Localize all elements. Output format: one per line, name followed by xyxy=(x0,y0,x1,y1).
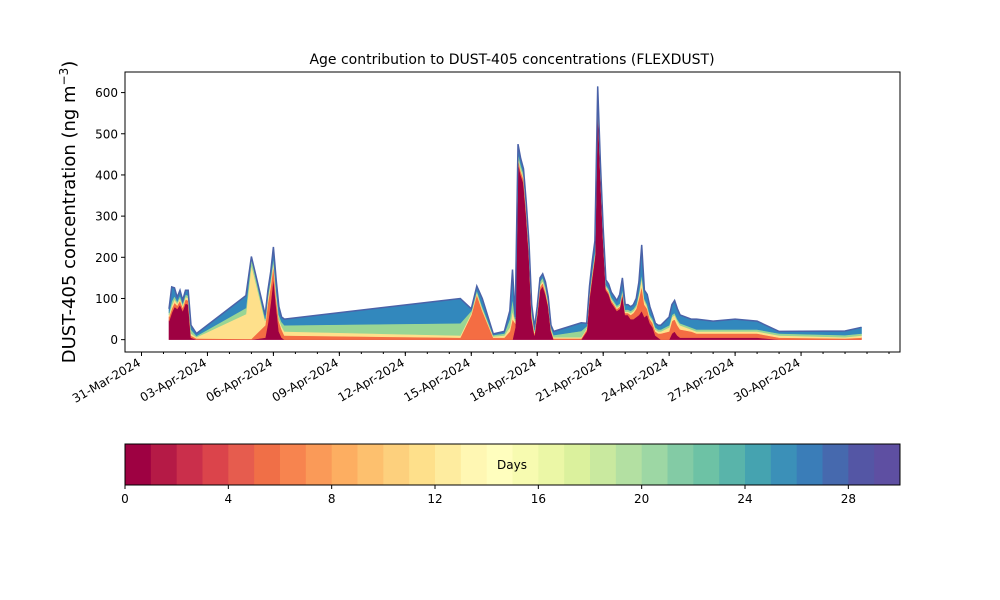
x-tick-label: 30-Apr-2024 xyxy=(731,355,802,404)
colorbar-label: Days xyxy=(497,458,527,472)
colorbar-bin xyxy=(125,444,152,485)
colorbar-tick-label: 16 xyxy=(531,492,546,506)
colorbar-bin xyxy=(176,444,203,485)
colorbar-tick-label: 12 xyxy=(427,492,442,506)
colorbar-bin xyxy=(667,444,694,485)
x-tick-label: 18-Apr-2024 xyxy=(467,355,538,404)
colorbar-bin xyxy=(848,444,875,485)
colorbar-bin xyxy=(409,444,436,485)
y-tick-label: 500 xyxy=(95,127,118,141)
colorbar-bin xyxy=(512,444,539,485)
colorbar-bin xyxy=(796,444,823,485)
y-axis: 0 100 200 300 400 500 600 xyxy=(95,86,125,347)
colorbar-tick-label: 4 xyxy=(225,492,233,506)
colorbar-bin xyxy=(460,444,488,485)
colorbar-bin xyxy=(254,444,281,485)
x-tick-label: 24-Apr-2024 xyxy=(599,355,670,404)
chart-title: Age contribution to DUST-405 concentrati… xyxy=(309,52,714,68)
colorbar-bin xyxy=(150,444,178,485)
plot-frame xyxy=(124,71,901,353)
colorbar-bin xyxy=(770,444,798,485)
y-tick-label: 300 xyxy=(95,210,118,224)
colorbar-bin xyxy=(641,444,668,485)
colorbar-bin xyxy=(693,444,720,485)
colorbar-bin xyxy=(486,444,513,485)
y-tick-label: 600 xyxy=(95,86,118,100)
x-tick-label: 21-Apr-2024 xyxy=(533,355,604,404)
colorbar-bin xyxy=(331,444,358,485)
colorbar-tick-label: 0 xyxy=(121,492,129,506)
colorbar-tick-label: 8 xyxy=(328,492,336,506)
colorbar-bin xyxy=(615,444,643,485)
colorbar-bin xyxy=(745,444,772,485)
series-layer xyxy=(168,86,862,340)
colorbar-bin xyxy=(305,444,333,485)
colorbar-bin xyxy=(202,444,229,485)
x-tick-label: 27-Apr-2024 xyxy=(665,355,736,404)
y-axis-label: DUST-405 concentration (ng m−3) xyxy=(57,61,80,364)
colorbar-bin xyxy=(538,444,565,485)
colorbar-bin xyxy=(719,444,746,485)
y-tick-label: 400 xyxy=(95,168,118,182)
total-outline xyxy=(168,86,862,335)
y-axis-label-text: DUST-405 concentration (ng m xyxy=(59,85,80,363)
colorbar-bin xyxy=(435,444,462,485)
y-axis-label-superscript: −3 xyxy=(57,68,71,86)
colorbar: 0 4 8 12 16 20 24 28 xyxy=(121,443,901,506)
colorbar-bin xyxy=(228,444,255,485)
x-axis: 31-Mar-202403-Apr-202406-Apr-202409-Apr-… xyxy=(70,352,890,406)
colorbar-bin xyxy=(590,444,617,485)
colorbar-bin xyxy=(357,444,384,485)
x-tick-label: 09-Apr-2024 xyxy=(270,355,341,404)
colorbar-bin xyxy=(383,444,410,485)
y-tick-label: 0 xyxy=(110,333,118,347)
y-axis-label-close: ) xyxy=(59,61,80,68)
x-tick-label: 15-Apr-2024 xyxy=(402,355,473,404)
x-tick-label: 12-Apr-2024 xyxy=(336,355,407,404)
x-tick-label: 06-Apr-2024 xyxy=(204,355,275,404)
colorbar-bin xyxy=(874,444,901,485)
colorbar-bin xyxy=(564,444,591,485)
colorbar-frame xyxy=(124,443,901,486)
x-tick-label: 31-Mar-2024 xyxy=(70,355,143,405)
colorbar-tick-label: 20 xyxy=(634,492,649,506)
y-tick-label: 100 xyxy=(95,292,118,306)
colorbar-bin xyxy=(280,444,307,485)
y-tick-label: 200 xyxy=(95,251,118,265)
colorbar-bin xyxy=(822,444,849,485)
x-tick-label: 03-Apr-2024 xyxy=(138,355,209,404)
colorbar-tick-label: 24 xyxy=(737,492,752,506)
colorbar-tick-label: 28 xyxy=(841,492,856,506)
